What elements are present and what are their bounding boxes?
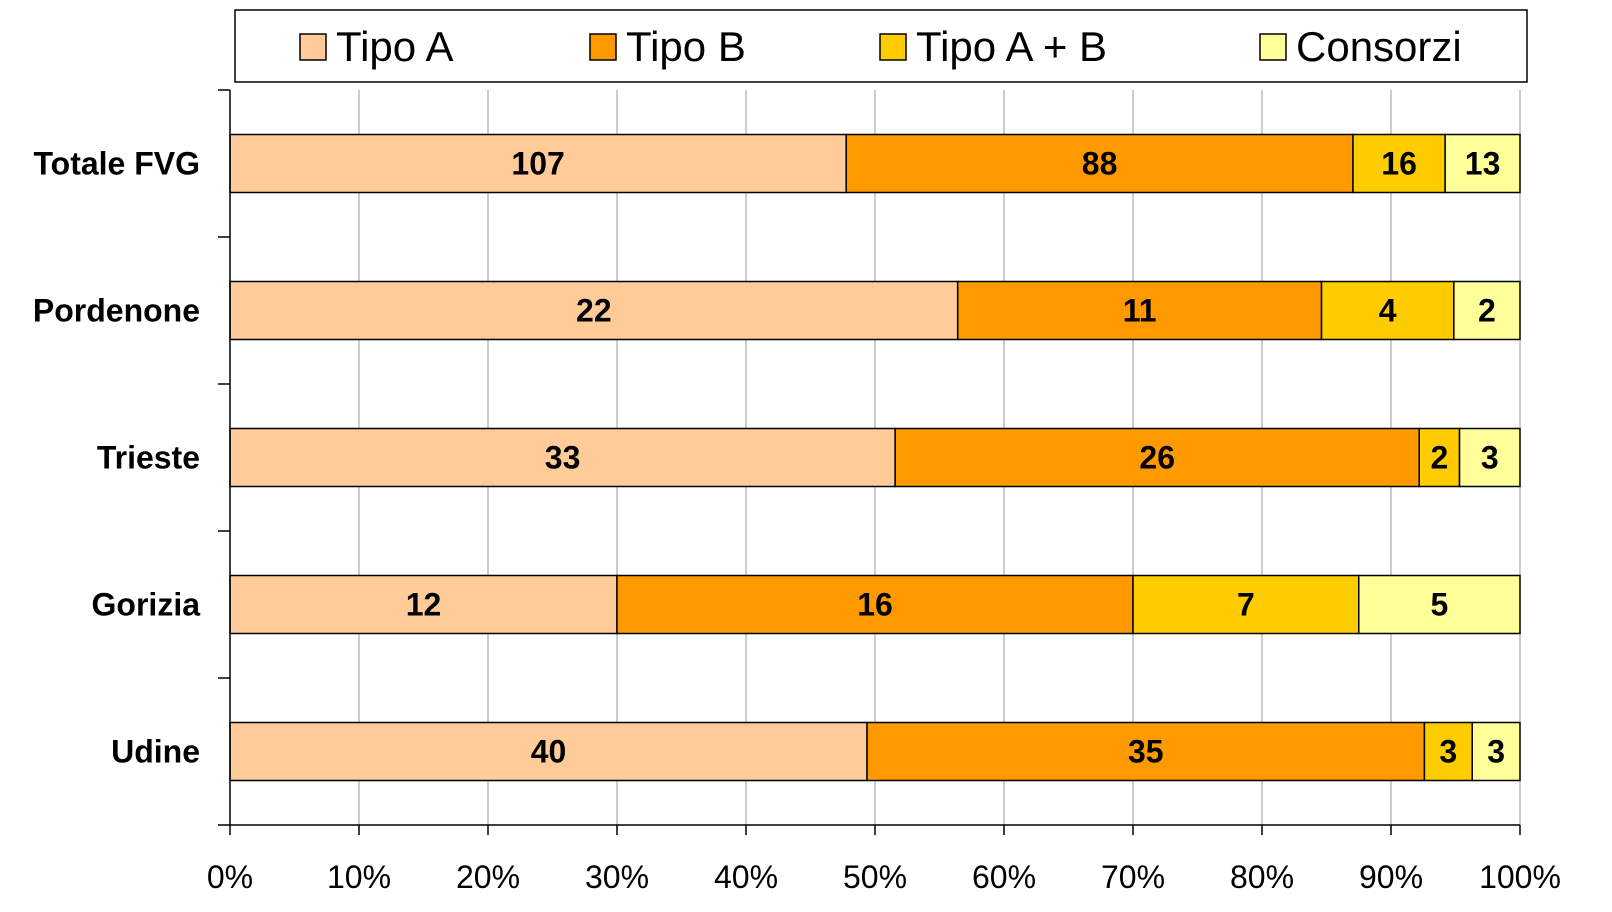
bar-pordenone-consorzi <box>1453 280 1521 341</box>
data-label: 16 <box>857 587 893 623</box>
data-label: 5 <box>1430 587 1448 623</box>
data-label: 2 <box>1478 293 1496 329</box>
bar-gorizia-tipo-b <box>616 574 1134 635</box>
bar-totale-fvg-tipo-a-b <box>1352 133 1446 194</box>
data-label: 33 <box>545 440 581 476</box>
x-tick-label: 50% <box>843 859 907 895</box>
category-label: Gorizia <box>92 587 201 623</box>
data-label: 22 <box>576 293 612 329</box>
data-label: 12 <box>406 587 442 623</box>
category-label: Totale FVG <box>33 146 200 182</box>
data-label: 88 <box>1082 146 1118 182</box>
bar-totale-fvg-tipo-a <box>229 133 847 194</box>
data-label: 16 <box>1381 146 1417 182</box>
bar-pordenone-tipo-a <box>229 280 959 341</box>
x-tick-label: 80% <box>1230 859 1294 895</box>
data-label: 13 <box>1465 146 1501 182</box>
legend-swatch-tipo-b <box>589 33 617 61</box>
bar-gorizia-consorzi <box>1358 574 1521 635</box>
x-tick-label: 40% <box>714 859 778 895</box>
data-label: 3 <box>1481 440 1499 476</box>
x-tick-label: 10% <box>327 859 391 895</box>
category-label: Udine <box>111 734 200 770</box>
category-label: Pordenone <box>33 293 200 329</box>
data-label: 7 <box>1237 587 1255 623</box>
data-label: 2 <box>1430 440 1448 476</box>
bar-pordenone-tipo-a-b <box>1320 280 1455 341</box>
data-label: 107 <box>511 146 564 182</box>
x-tick-label: 70% <box>1101 859 1165 895</box>
data-label: 3 <box>1439 734 1457 770</box>
legend-swatch-tipo-a-b <box>879 33 907 61</box>
bar-trieste-consorzi <box>1458 427 1521 488</box>
bar-totale-fvg-consorzi <box>1444 133 1521 194</box>
x-tick-label: 100% <box>1479 859 1561 895</box>
x-tick-label: 30% <box>585 859 649 895</box>
bar-pordenone-tipo-b <box>956 280 1323 341</box>
legend-swatch-tipo-a <box>299 33 327 61</box>
legend: Tipo A Tipo B Tipo A + B Consorzi <box>234 9 1528 83</box>
bar-udine-tipo-b <box>866 721 1426 782</box>
x-tick-label: 60% <box>972 859 1036 895</box>
x-tick-label: 0% <box>207 859 253 895</box>
category-label: Trieste <box>97 440 200 476</box>
data-label: 40 <box>531 734 567 770</box>
bar-udine-tipo-a-b <box>1423 721 1473 782</box>
x-tick-label: 20% <box>456 859 520 895</box>
legend-label-tipo-a: Tipo A <box>336 23 454 70</box>
legend-swatch-consorzi <box>1259 33 1287 61</box>
legend-label-consorzi: Consorzi <box>1296 23 1462 70</box>
data-label: 4 <box>1379 293 1397 329</box>
data-label: 3 <box>1487 734 1505 770</box>
data-label: 35 <box>1128 734 1164 770</box>
bar-trieste-tipo-b <box>894 427 1420 488</box>
x-tick-label: 90% <box>1359 859 1423 895</box>
bar-gorizia-tipo-a-b <box>1132 574 1360 635</box>
data-label: 26 <box>1139 440 1175 476</box>
bar-udine-consorzi <box>1471 721 1521 782</box>
legend-label-tipo-a-b: Tipo A + B <box>916 23 1107 70</box>
data-label: 11 <box>1123 293 1157 329</box>
bar-trieste-tipo-a <box>229 427 896 488</box>
bar-totale-fvg-tipo-b <box>845 133 1354 194</box>
legend-label-tipo-b: Tipo B <box>626 23 746 70</box>
